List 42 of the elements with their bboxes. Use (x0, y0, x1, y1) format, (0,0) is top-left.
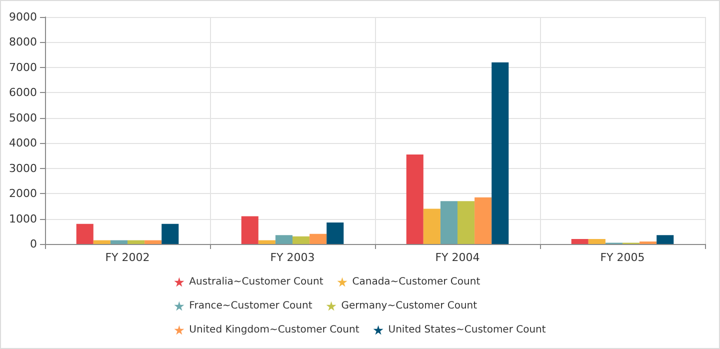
x-tick-label: FY 2002 (105, 251, 150, 264)
bar (93, 240, 110, 244)
bar (310, 234, 327, 244)
y-tick-label: 4000 (9, 136, 37, 150)
bar (440, 201, 458, 244)
y-tick-label: 7000 (9, 60, 37, 74)
bar (458, 201, 475, 244)
y-tick-label: 3000 (9, 162, 37, 175)
bar (492, 62, 509, 244)
bar (258, 240, 276, 244)
legend-label: United States~Customer Count (388, 324, 546, 336)
y-tick-label: 8000 (9, 36, 37, 49)
legend-label: Canada~Customer Count (352, 276, 480, 288)
bar (326, 222, 344, 244)
bar (76, 224, 94, 244)
bar (292, 236, 310, 244)
bar (406, 154, 424, 244)
bar (656, 235, 674, 244)
bar (571, 238, 588, 244)
y-tick-label: 6000 (9, 86, 37, 100)
y-tick-label: 5000 (9, 111, 37, 124)
legend-label: France~Customer Count (189, 300, 312, 312)
bar (162, 224, 179, 244)
bar (640, 241, 657, 244)
legend-label: Germany~Customer Count (341, 300, 478, 312)
x-tick-label: FY 2004 (435, 251, 480, 264)
bar (110, 240, 128, 244)
bar (144, 240, 162, 244)
y-tick-label: 0 (30, 238, 37, 250)
bar (128, 240, 145, 244)
y-tick-label: 1000 (9, 212, 37, 226)
legend-label: Australia~Customer Count (189, 276, 324, 288)
bar (275, 235, 292, 244)
bar (588, 238, 606, 244)
x-tick-label: FY 2003 (270, 251, 315, 264)
y-tick-label: 2000 (9, 187, 37, 200)
legend-label: United Kingdom~Customer Count (189, 324, 360, 336)
bar (474, 197, 492, 244)
bar (241, 216, 258, 244)
y-tick-label: 9000 (9, 10, 37, 24)
x-tick-label: FY 2005 (600, 251, 645, 264)
bar (423, 208, 440, 244)
